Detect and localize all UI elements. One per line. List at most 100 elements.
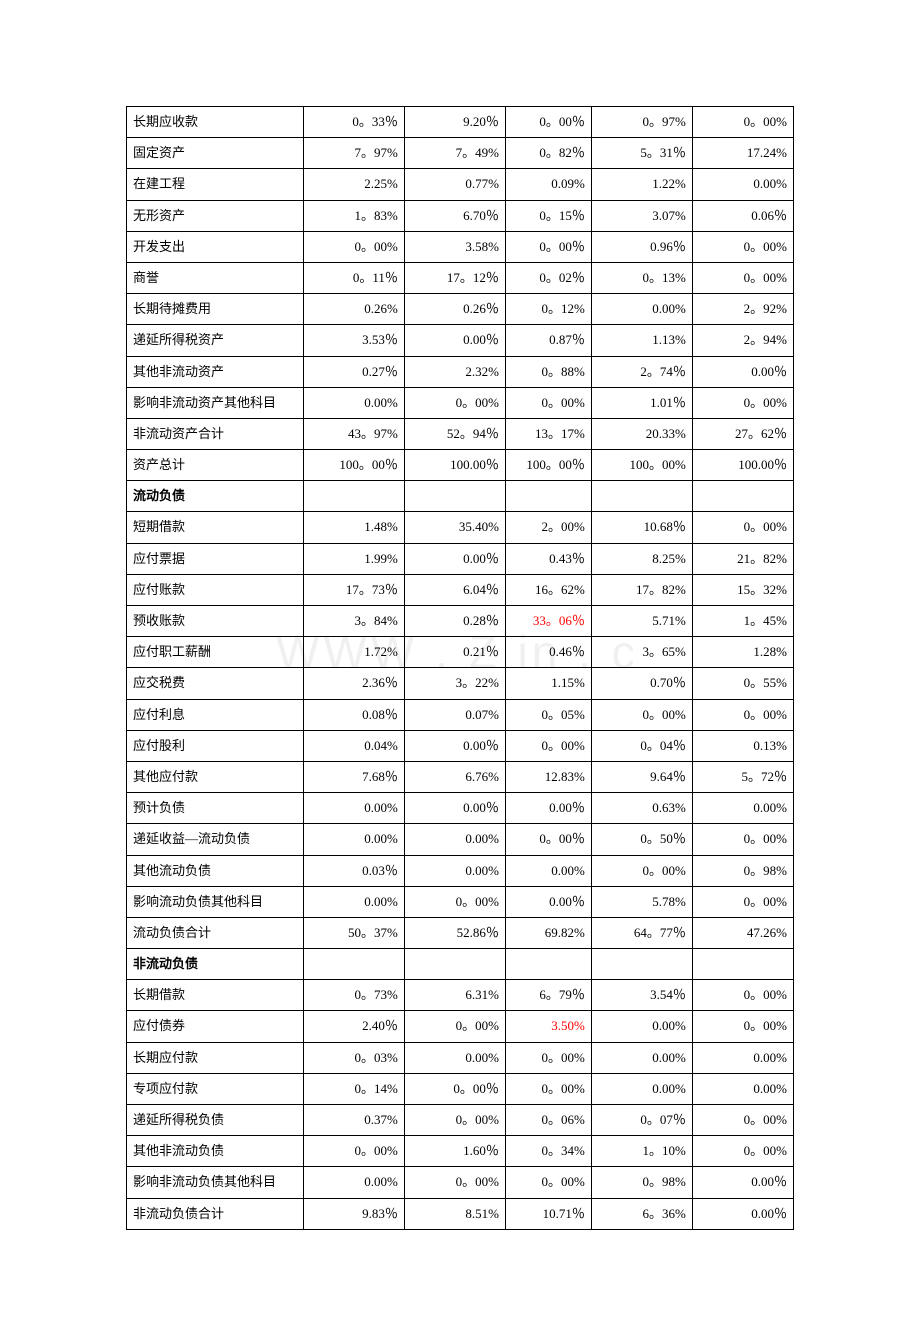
data-cell: 2。00%	[505, 512, 591, 543]
data-cell: 0。00%	[692, 699, 793, 730]
table-row: 长期待摊费用0.26%0.26％0。12%0.00%2。92%	[127, 294, 794, 325]
row-label: 其他非流动资产	[127, 356, 304, 387]
table-row: 短期借款1.48%35.40%2。00%10.68％0。00%	[127, 512, 794, 543]
data-cell: 1。45%	[692, 606, 793, 637]
data-cell: 1.01％	[591, 387, 692, 418]
data-cell: 0.00％	[692, 356, 793, 387]
table-row: 非流动资产合计43。97%52。94％13。17%20.33%27。62％	[127, 418, 794, 449]
data-cell: 0.00%	[303, 886, 404, 917]
table-row: 预收账款3。84%0.28％33。06％5.71%1。45%	[127, 606, 794, 637]
data-cell: 0.00％	[404, 325, 505, 356]
data-cell: 21。82%	[692, 543, 793, 574]
data-cell: 52。94％	[404, 418, 505, 449]
table-row: 资产总计100。00％100.00％100。00％100。00%100.00％	[127, 450, 794, 481]
row-label: 专项应付款	[127, 1073, 304, 1104]
data-cell: 3。22%	[404, 668, 505, 699]
data-cell: 0。00%	[505, 387, 591, 418]
data-cell: 3.07%	[591, 200, 692, 231]
table-row: 长期应收款0。33％9.20％0。00％0。97%0。00%	[127, 107, 794, 138]
table-row: 影响非流动资产其他科目0.00%0。00%0。00%1.01％0。00%	[127, 387, 794, 418]
data-cell: 12.83%	[505, 761, 591, 792]
data-cell: 1.15%	[505, 668, 591, 699]
data-cell	[303, 949, 404, 980]
row-label: 商誉	[127, 262, 304, 293]
data-cell: 0.37%	[303, 1105, 404, 1136]
data-cell: 7。49%	[404, 138, 505, 169]
data-cell: 3.53％	[303, 325, 404, 356]
table-row: 无形资产1。83%6.70％0。15％3.07%0.06％	[127, 200, 794, 231]
data-cell: 10.68％	[591, 512, 692, 543]
data-cell: 0.87％	[505, 325, 591, 356]
data-cell: 6。79％	[505, 980, 591, 1011]
data-cell: 0。04％	[591, 730, 692, 761]
data-cell: 9.64％	[591, 761, 692, 792]
data-cell: 0。02％	[505, 262, 591, 293]
row-label: 影响流动负债其他科目	[127, 886, 304, 917]
data-cell: 43。97%	[303, 418, 404, 449]
data-cell: 0.00％	[505, 886, 591, 917]
data-cell	[505, 949, 591, 980]
data-cell: 17。12％	[404, 262, 505, 293]
data-cell: 0.28％	[404, 606, 505, 637]
table-row: 长期应付款0。03%0.00%0。00%0.00%0.00%	[127, 1042, 794, 1073]
table-row: 应交税费2.36％3。22%1.15%0.70％0。55%	[127, 668, 794, 699]
data-cell: 6.76%	[404, 761, 505, 792]
data-cell: 0.07%	[404, 699, 505, 730]
row-label: 长期借款	[127, 980, 304, 1011]
data-cell: 0。00%	[692, 1105, 793, 1136]
data-cell: 6.31%	[404, 980, 505, 1011]
data-cell: 100。00%	[591, 450, 692, 481]
data-cell: 0.00%	[303, 793, 404, 824]
data-cell: 0。06%	[505, 1105, 591, 1136]
data-cell: 0。00%	[692, 387, 793, 418]
table-row: 流动负债	[127, 481, 794, 512]
row-label: 固定资产	[127, 138, 304, 169]
row-label: 非流动负债	[127, 949, 304, 980]
row-label: 其他应付款	[127, 761, 304, 792]
data-cell: 0.63%	[591, 793, 692, 824]
row-label: 开发支出	[127, 231, 304, 262]
data-cell: 1.72%	[303, 637, 404, 668]
data-cell: 0.70％	[591, 668, 692, 699]
table-row: 开发支出0。00%3.58%0。00％0.96％0。00%	[127, 231, 794, 262]
data-cell: 47.26%	[692, 917, 793, 948]
row-label: 递延收益—流动负债	[127, 824, 304, 855]
data-cell: 0。00%	[505, 1167, 591, 1198]
data-cell: 16。62%	[505, 574, 591, 605]
data-cell: 2。74％	[591, 356, 692, 387]
data-cell: 0.46％	[505, 637, 591, 668]
table-row: 应付票据1.99%0.00％0.43％8.25%21。82%	[127, 543, 794, 574]
data-cell: 0。34%	[505, 1136, 591, 1167]
data-cell: 1.60％	[404, 1136, 505, 1167]
data-cell: 5。31％	[591, 138, 692, 169]
data-cell: 0.00％	[404, 543, 505, 574]
data-cell: 69.82%	[505, 917, 591, 948]
data-cell: 0.00%	[692, 169, 793, 200]
table-row: 应付债券2.40％0。00%3.50%0.00%0。00%	[127, 1011, 794, 1042]
table-row: 其他非流动资产0.27％2.32%0。88%2。74％0.00％	[127, 356, 794, 387]
data-cell: 1.22%	[591, 169, 692, 200]
data-cell: 0.00％	[692, 1167, 793, 1198]
data-cell: 0.00％	[692, 1198, 793, 1229]
data-cell: 2.32%	[404, 356, 505, 387]
data-cell: 0.26%	[303, 294, 404, 325]
row-label: 长期待摊费用	[127, 294, 304, 325]
data-cell: 0.03％	[303, 855, 404, 886]
data-cell: 0.00%	[303, 824, 404, 855]
data-cell: 0。00％	[505, 107, 591, 138]
data-cell: 0.00%	[404, 824, 505, 855]
data-cell: 9.20％	[404, 107, 505, 138]
data-cell: 0。00%	[692, 512, 793, 543]
data-cell: 100。00％	[303, 450, 404, 481]
table-row: 递延所得税资产3.53％0.00％0.87％1.13%2。94%	[127, 325, 794, 356]
data-cell: 52.86％	[404, 917, 505, 948]
data-cell: 0。00%	[505, 1042, 591, 1073]
data-cell: 3.54％	[591, 980, 692, 1011]
data-cell: 0。98%	[692, 855, 793, 886]
data-cell: 0.00%	[303, 387, 404, 418]
row-label: 预收账款	[127, 606, 304, 637]
row-label: 非流动资产合计	[127, 418, 304, 449]
row-label: 应付票据	[127, 543, 304, 574]
data-cell: 0。00%	[692, 824, 793, 855]
table-row: 非流动负债	[127, 949, 794, 980]
